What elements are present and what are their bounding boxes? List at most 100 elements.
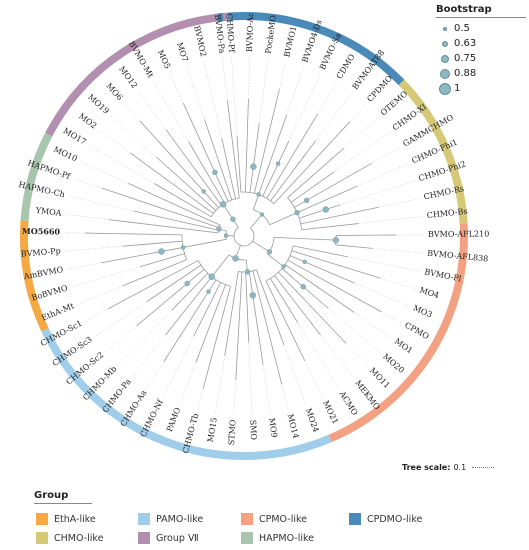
bootstrap-marker	[201, 189, 206, 194]
group-swatch-g7	[138, 532, 150, 544]
bootstrap-marker	[184, 280, 190, 287]
leaf-guide	[328, 308, 381, 354]
leaf-guide	[357, 163, 409, 187]
bootstrap-dot-icon	[439, 82, 451, 95]
terminal-branch	[274, 275, 321, 336]
leaf-label: BVMO-AFL210	[428, 229, 489, 238]
leaf-guide	[358, 216, 423, 224]
terminal-branch	[299, 204, 341, 219]
bootstrap-marker	[223, 233, 229, 238]
leaf-guide	[279, 60, 287, 90]
leaf-guide	[281, 384, 289, 411]
bootstrap-marker	[303, 197, 310, 204]
root-arc	[233, 227, 255, 247]
terminal-branch	[248, 271, 264, 365]
leaf-guide	[231, 56, 238, 137]
group-arc-g7	[45, 12, 229, 137]
group-swatch-chmo	[36, 532, 48, 544]
leaf-label: ACMO	[337, 389, 359, 418]
group-legend-label: HAPMO-like	[259, 532, 315, 544]
terminal-branch	[108, 219, 219, 234]
group-arc-cpdmo	[217, 13, 224, 22]
leaf-guide	[137, 90, 167, 130]
group-arc-cpmo	[328, 223, 468, 443]
group-color-ring	[20, 12, 468, 460]
terminal-branch	[284, 264, 355, 313]
bootstrap-marker	[259, 212, 265, 217]
terminal-branch	[256, 269, 285, 346]
leaf-guide	[333, 131, 391, 173]
leaf-label: EthA-Mt	[40, 301, 76, 323]
leaf-guide	[381, 311, 402, 324]
terminal-branch	[193, 282, 222, 337]
leaf-label: MO7	[175, 41, 190, 63]
terminal-branch	[301, 223, 359, 231]
group-legend-label: CPDMO-like	[367, 513, 423, 525]
bootstrap-marker	[180, 245, 186, 250]
terminal-branch	[245, 99, 249, 193]
leaf-label: MO21	[321, 399, 340, 425]
leaf-guide	[380, 278, 417, 290]
terminal-branch	[235, 271, 243, 380]
bootstrap-marker	[208, 273, 215, 280]
terminal-branch	[204, 119, 233, 201]
bootstrap-marker	[332, 236, 340, 244]
leaf-guide	[77, 285, 123, 305]
tree-scale: Tree scale: 0.1	[402, 463, 495, 472]
terminal-branch	[108, 260, 199, 310]
leaf-guide	[345, 343, 369, 367]
leaf-guide	[88, 144, 155, 184]
terminal-branch	[273, 121, 351, 204]
terminal-branch	[154, 183, 212, 218]
leaf-guide	[297, 322, 340, 390]
bootstrap-marker	[250, 163, 257, 170]
leaf-guide	[168, 72, 184, 104]
leaf-label: MO3	[412, 303, 434, 319]
terminal-branch	[182, 103, 229, 202]
leaf-guide	[65, 214, 110, 220]
group-legend-item-pamo: PAMO-like	[138, 513, 241, 525]
leaf-guide	[64, 245, 123, 252]
bootstrap-marker	[302, 259, 307, 265]
bootstrap-value: 0.63	[454, 38, 477, 49]
group-legend-label: CHMO-like	[54, 532, 104, 544]
leaf-guide	[378, 198, 421, 208]
leaf-guide	[288, 73, 322, 142]
leaf-guide	[304, 360, 324, 398]
group-arc-cpdmo	[216, 12, 405, 86]
terminal-branch	[245, 271, 250, 343]
leaf-guide	[146, 361, 165, 388]
bootstrap-value: 0.75	[454, 53, 477, 64]
leaf-label: CHMO-Pf	[224, 13, 236, 54]
group-legend-label: EthA-like	[54, 513, 96, 525]
leaf-label: YMOA	[34, 206, 62, 218]
leaf-label: MO17	[62, 126, 88, 146]
internal-branch	[211, 254, 230, 278]
bootstrap-marker	[230, 216, 236, 222]
internal-branch	[269, 212, 298, 226]
terminal-branch	[128, 183, 221, 226]
terminal-branch	[291, 250, 381, 279]
terminal-branch	[236, 136, 242, 193]
terminal-branch	[122, 259, 187, 287]
bootstrap-marker	[322, 206, 330, 213]
terminal-branch	[133, 210, 219, 231]
group-legend-label: CPMO-like	[259, 513, 308, 525]
leaf-guide	[221, 57, 228, 101]
leaf-guide-lines	[64, 56, 424, 416]
bootstrap-legend-row: 0.63	[436, 36, 526, 51]
terminal-branch	[188, 141, 226, 204]
group-legend-label: Group Ⅶ	[156, 532, 199, 544]
terminal-branch	[266, 114, 318, 199]
terminal-branch	[101, 247, 184, 264]
bootstrap-marker	[206, 289, 211, 294]
leaf-label: MO12	[117, 65, 139, 90]
bootstrap-legend-title: Bootstrap	[436, 4, 526, 18]
leaf-label: MO14	[286, 413, 301, 439]
terminal-branch	[224, 271, 239, 356]
terminal-branch	[85, 232, 183, 236]
leaf-label: MO10	[52, 145, 78, 164]
leaf-label: MO15	[206, 417, 219, 443]
group-legend-item-etha: EthA-like	[36, 513, 138, 525]
tree-scale-bar	[472, 467, 495, 468]
